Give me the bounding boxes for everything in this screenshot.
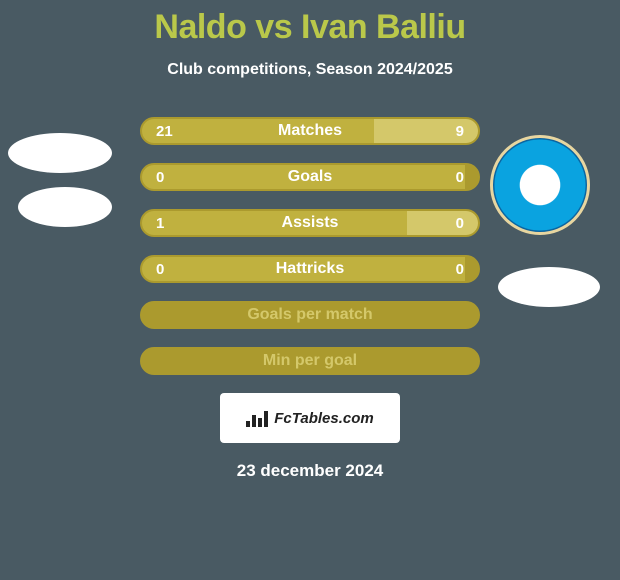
- content-area: 219Matches00Goals10Assists00HattricksGoa…: [0, 117, 620, 481]
- stat-value-right: 0: [456, 165, 464, 189]
- branding-badge: FcTables.com: [220, 393, 400, 443]
- stat-row: 219Matches: [140, 117, 480, 145]
- stat-value-left: 0: [156, 257, 164, 281]
- stat-fill-left: [142, 211, 407, 235]
- stat-row: 10Assists: [140, 209, 480, 237]
- stat-fill-left: [142, 257, 465, 281]
- full-stat-label: Min per goal: [263, 352, 357, 370]
- stat-value-left: 21: [156, 119, 173, 143]
- full-stat-row: Goals per match: [140, 301, 480, 329]
- stat-value-right: 0: [456, 211, 464, 235]
- full-stat-row: Min per goal: [140, 347, 480, 375]
- stat-row: 00Goals: [140, 163, 480, 191]
- stat-value-right: 9: [456, 119, 464, 143]
- subtitle: Club competitions, Season 2024/2025: [0, 61, 620, 79]
- stat-fill-right: [407, 211, 478, 235]
- player2-badge-icon: [490, 135, 590, 235]
- page-title: Naldo vs Ivan Balliu: [0, 0, 620, 47]
- stat-value-left: 1: [156, 211, 164, 235]
- stat-fill-left: [142, 119, 374, 143]
- stat-fill-left: [142, 165, 465, 189]
- player2-flag-icon: [498, 267, 600, 307]
- player1-flag-icon: [18, 187, 112, 227]
- stat-value-right: 0: [456, 257, 464, 281]
- comparison-card: Naldo vs Ivan Balliu Club competitions, …: [0, 0, 620, 580]
- date-text: 23 december 2024: [0, 461, 620, 481]
- branding-text: FcTables.com: [274, 410, 373, 427]
- stat-row: 00Hattricks: [140, 255, 480, 283]
- full-stat-label: Goals per match: [247, 306, 372, 324]
- stat-bars: 219Matches00Goals10Assists00HattricksGoa…: [140, 117, 480, 375]
- chart-icon: [246, 409, 268, 427]
- player1-badge-icon: [8, 133, 112, 173]
- stat-value-left: 0: [156, 165, 164, 189]
